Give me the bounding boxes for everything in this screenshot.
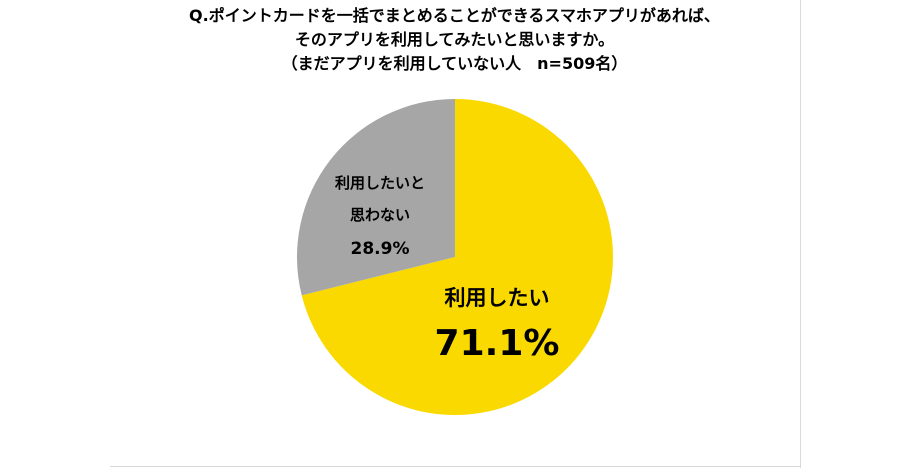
- pie-slice-1: [301, 99, 614, 415]
- chart-title: Q.ポイントカードを一括でまとめることができるスマホアプリがあれば、 そのアプリ…: [0, 4, 909, 76]
- plot-area-border-right: [800, 0, 801, 468]
- pie-slices: [297, 99, 614, 415]
- plot-area-border-bottom: [110, 466, 801, 467]
- pie-slice-1-label: 利用したい: [445, 286, 550, 310]
- pie-slice-2-label-line-1: 利用したいと: [335, 174, 425, 192]
- chart-title-line-1: Q.ポイントカードを一括でまとめることができるスマホアプリがあれば、: [189, 6, 720, 25]
- chart-title-line-3: （まだアプリを利用していない人 n=509名）: [281, 54, 628, 73]
- chart-title-line-2: そのアプリを利用してみたいと思いますか。: [294, 30, 615, 49]
- pie-slice-2-label-line-2: 思わない: [350, 206, 410, 224]
- pie-slice-2-value-label: 28.9%: [351, 239, 410, 259]
- pie-slice-1-value-label: 71.1%: [435, 323, 560, 364]
- pie-slice-2: [297, 99, 455, 296]
